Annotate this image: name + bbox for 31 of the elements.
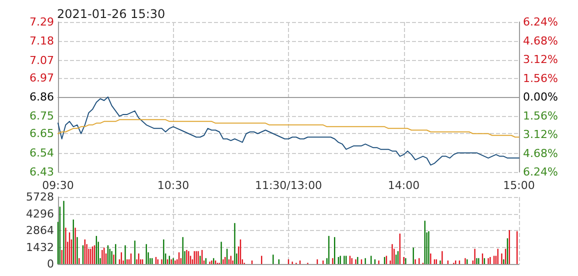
y-tick-label: 6.86 xyxy=(30,90,54,104)
line-series xyxy=(58,96,520,166)
y-tick-label: 1432 xyxy=(26,240,54,254)
x-tick-label: 11:30/13:00 xyxy=(254,179,322,192)
x-tick-label: 15:00 xyxy=(503,179,535,192)
y2-tick-label: 4.68% xyxy=(523,34,558,48)
y2-tick-label: 6.24% xyxy=(523,16,558,28)
y-tick-label: 6.97 xyxy=(30,71,54,84)
y-tick-label: 0 xyxy=(47,258,54,270)
y2-tick-label: 4.68% xyxy=(523,146,558,160)
y-tick-label: 7.07 xyxy=(30,54,54,67)
y2-tick-label: 3.12% xyxy=(523,53,558,66)
y2-tick-label: 1.56% xyxy=(523,72,558,85)
y-tick-label: 7.29 xyxy=(30,16,54,28)
y-tick-label: 2864 xyxy=(26,224,54,237)
y-tick-label: 5728 xyxy=(26,190,54,204)
y2-tick-label: 0.00% xyxy=(523,90,558,104)
y-tick-label: 4296 xyxy=(26,207,54,220)
y2-tick-label: 3.12% xyxy=(523,128,558,141)
y2-tick-label: 1.56% xyxy=(523,109,558,122)
line-series xyxy=(58,119,520,138)
x-tick-label: 09:30 xyxy=(42,179,74,192)
y-tick-label: 6.54 xyxy=(30,146,54,160)
y-tick-label: 6.43 xyxy=(30,166,54,178)
y-tick-label: 6.65 xyxy=(30,127,54,140)
x-tick-label: 14:00 xyxy=(388,179,420,192)
x-tick-label: 10:30 xyxy=(157,179,190,192)
y-tick-label: 7.18 xyxy=(30,34,54,48)
y2-tick-label: 6.24% xyxy=(523,166,558,178)
y-tick-label: 6.75 xyxy=(30,110,54,123)
chart-title: 2021-01-26 15:30 xyxy=(57,7,166,21)
